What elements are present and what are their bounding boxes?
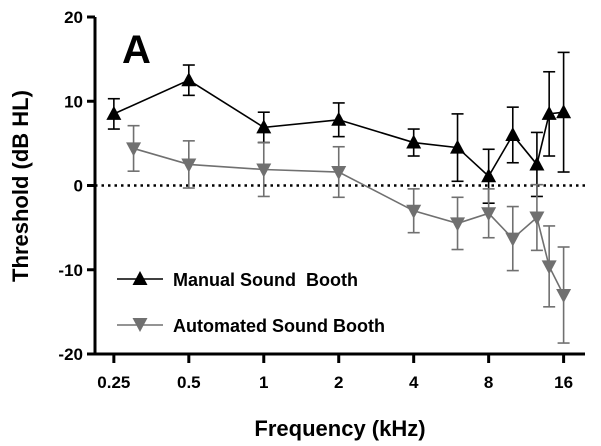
x-tick-label: 4 xyxy=(409,373,419,392)
data-point-automated xyxy=(256,163,272,178)
x-tick-label: 1 xyxy=(259,373,268,392)
x-tick-label: 8 xyxy=(484,373,493,392)
y-axis-title: Threshold (dB HL) xyxy=(8,90,33,282)
x-axis-title: Frequency (kHz) xyxy=(254,416,425,441)
data-point-automated xyxy=(450,217,466,232)
legend-manual-label: Manual Sound Booth xyxy=(173,270,358,290)
x-tick-label: 2 xyxy=(334,373,343,392)
panel-letter: A xyxy=(122,28,151,72)
y-tick-label: 0 xyxy=(74,177,83,196)
data-point-automated xyxy=(529,211,545,226)
data-point-automated xyxy=(331,166,347,181)
data-point-manual xyxy=(106,105,122,120)
data-point-automated xyxy=(481,207,497,222)
data-point-manual xyxy=(406,134,422,149)
data-point-manual xyxy=(256,119,272,134)
y-tick-label: 20 xyxy=(64,8,83,27)
y-tick-label: 10 xyxy=(64,92,83,111)
x-tick-label: 16 xyxy=(554,373,573,392)
data-point-manual xyxy=(556,104,572,119)
legend: Manual Sound Booth Automated Sound Booth xyxy=(117,270,385,336)
legend-automated-label: Automated Sound Booth xyxy=(173,316,385,336)
data-point-manual xyxy=(481,168,497,183)
data-point-manual xyxy=(450,139,466,154)
data-point-automated xyxy=(406,204,422,219)
legend-manual-marker xyxy=(132,271,148,285)
y-tick-label: -10 xyxy=(58,261,83,280)
x-tick-label: 0.25 xyxy=(97,373,130,392)
y-tick-label: -20 xyxy=(58,345,83,364)
data-point-automated xyxy=(541,260,557,275)
data-point-automated xyxy=(505,232,521,247)
data-point-manual xyxy=(181,72,197,87)
data-point-manual xyxy=(529,156,545,171)
data-point-automated xyxy=(126,142,142,157)
data-point-manual xyxy=(331,111,347,126)
series-automated xyxy=(126,124,572,344)
legend-automated-marker xyxy=(132,318,148,332)
series-manual xyxy=(106,51,572,204)
data-point-manual xyxy=(505,126,521,141)
data-point-manual xyxy=(541,105,557,120)
data-point-automated xyxy=(556,289,572,304)
x-tick-label: 0.5 xyxy=(177,373,201,392)
data-point-automated xyxy=(181,158,197,173)
